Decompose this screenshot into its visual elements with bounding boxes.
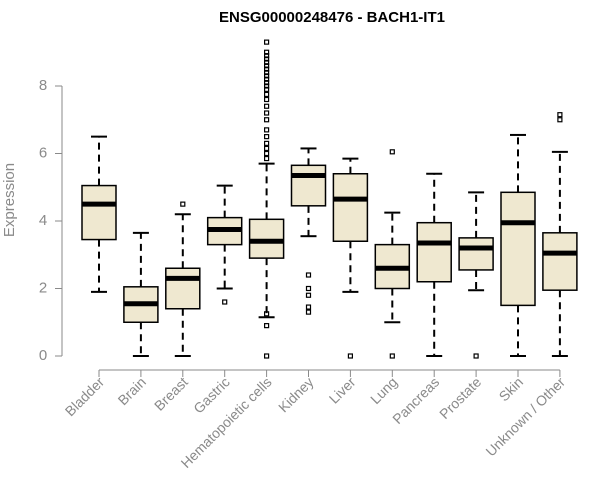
box-group: [123, 231, 159, 357]
outlier-point: [264, 103, 270, 109]
box-group: [206, 184, 243, 305]
iqr-box: [542, 232, 578, 291]
box-group: [290, 147, 327, 315]
outlier-point: [264, 155, 270, 162]
outlier-point: [473, 353, 479, 359]
outlier-point: [264, 353, 270, 359]
outlier-point: [264, 96, 270, 103]
box-group: [165, 201, 201, 357]
y-tick-label: 2: [39, 279, 47, 296]
outlier-point: [264, 49, 270, 55]
y-tick-label: 0: [39, 347, 47, 364]
x-tick-label: Brain: [115, 374, 149, 408]
axis-layer: 0 2 4 6 8: [39, 77, 561, 377]
iqr-box: [165, 267, 201, 310]
outlier-point: [264, 73, 270, 79]
y-axis-label: Expression: [1, 163, 18, 237]
outlier-point: [305, 292, 312, 298]
outlier-point: [264, 63, 270, 69]
x-tick-label: Unknown / Other: [482, 374, 568, 460]
box-group: [332, 157, 369, 359]
outlier-point: [305, 272, 312, 278]
y-tick-label: 4: [39, 212, 47, 229]
iqr-box: [81, 184, 117, 241]
box-group: [500, 133, 536, 357]
outlier-point: [305, 285, 312, 292]
outlier-point: [222, 299, 228, 305]
y-tick-label: 6: [39, 144, 47, 161]
x-tick-label: Prostate: [436, 374, 484, 422]
outlier-point: [264, 39, 270, 45]
box-group: [374, 149, 411, 359]
y-tick-label: 8: [39, 77, 47, 94]
outlier-point: [264, 110, 270, 116]
outlier-point: [264, 69, 270, 76]
x-tick-label: Lung: [367, 374, 400, 407]
box-group: [542, 112, 578, 357]
outlier-point: [264, 127, 270, 133]
iqr-box: [332, 173, 369, 242]
outlier-point: [305, 304, 312, 310]
x-tick-label: Kidney: [275, 374, 317, 416]
outlier-point: [264, 59, 270, 65]
box-group: [458, 191, 494, 359]
box-layer: [81, 39, 578, 359]
outlier-point: [264, 323, 270, 329]
x-tick-label: Liver: [326, 374, 359, 407]
outlier-point: [264, 53, 270, 59]
outlier-point: [264, 83, 270, 89]
outlier-point: [305, 309, 312, 315]
outlier-point: [264, 134, 270, 140]
outlier-point: [264, 86, 270, 92]
x-tick-label: Skin: [496, 374, 527, 405]
iqr-box: [458, 237, 494, 271]
x-tick-label: Breast: [151, 374, 191, 414]
outlier-point: [557, 112, 563, 118]
iqr-box: [416, 221, 452, 283]
iqr-box: [290, 164, 327, 207]
outlier-point: [557, 117, 563, 123]
outlier-point: [264, 66, 270, 72]
outlier-point: [264, 80, 270, 86]
box-group: [81, 135, 117, 293]
outlier-point: [389, 353, 395, 359]
box-group: [416, 172, 452, 357]
outlier-point: [264, 117, 270, 123]
outlier-point: [264, 150, 270, 157]
outlier-point: [264, 91, 270, 98]
box-group: [248, 39, 285, 359]
outlier-point: [264, 145, 270, 152]
chart-title: ENSG00000248476 - BACH1-IT1: [219, 9, 445, 26]
outlier-point: [347, 353, 353, 359]
x-tick-label: Pancreas: [389, 374, 442, 427]
outlier-point: [264, 56, 270, 62]
iqr-box: [248, 218, 285, 259]
outlier-point: [264, 311, 270, 317]
x-tick-label: Bladder: [62, 374, 108, 420]
iqr-box: [500, 191, 536, 307]
outlier-point: [389, 149, 395, 155]
outlier-point: [264, 76, 270, 82]
outlier-point: [264, 140, 270, 146]
outlier-point: [180, 201, 186, 207]
